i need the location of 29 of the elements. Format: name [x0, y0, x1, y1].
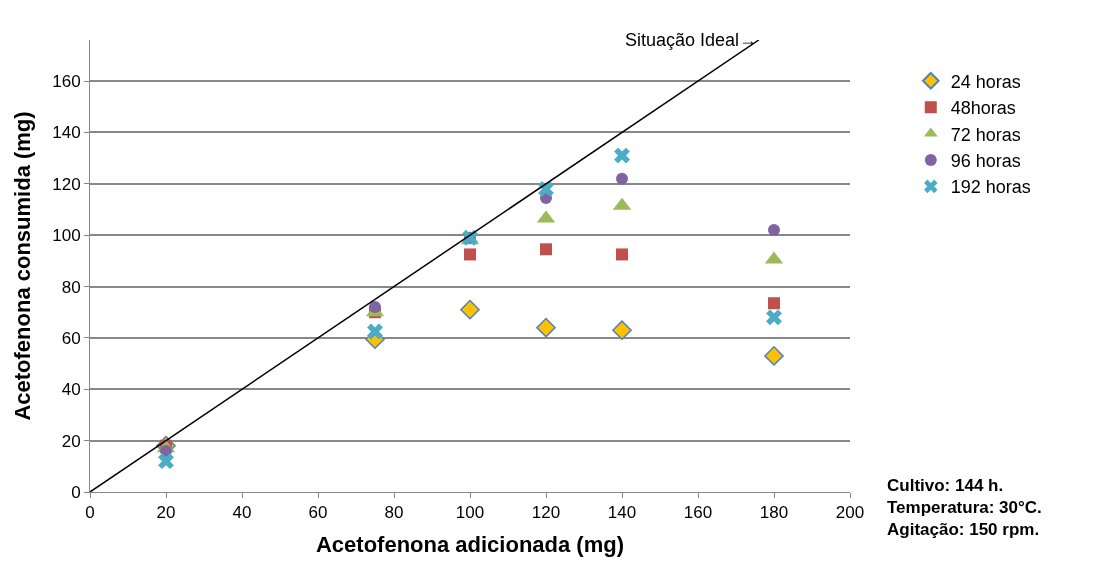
x-tick-label: 40	[232, 503, 252, 523]
legend-label: 48horas	[950, 98, 1016, 119]
y-tick-label: 160	[52, 72, 81, 92]
x-tick-label: 0	[85, 503, 95, 523]
x-tick-label: 100	[455, 503, 485, 523]
x-tick-label: 120	[531, 503, 561, 523]
y-tick-label: 40	[61, 380, 81, 400]
y-tick-label: 120	[52, 174, 81, 194]
x-tick-label: 140	[607, 503, 637, 523]
legend-label: 96 horas	[950, 151, 1021, 172]
y-tick-label: 0	[71, 482, 81, 502]
y-tick-label: 140	[52, 123, 81, 143]
x-tick-label: 60	[308, 503, 328, 523]
text: Cultivo: 144 h. Temperatura: 30°C. Agitação: 150 rpm.	[887, 476, 1042, 540]
y-tick-label: 100	[52, 226, 81, 246]
legend-label: 24 horas	[950, 71, 1021, 92]
x-tick-label: 80	[384, 503, 404, 523]
legend-label: 72 horas	[950, 124, 1021, 145]
x-tick-label: 20	[156, 503, 176, 523]
annotation: Situação Ideal→	[625, 30, 758, 50]
legend-label: 192 horas	[950, 177, 1031, 198]
y-tick-label: 60	[61, 328, 81, 348]
x-axis-title: Acetofenona adicionada (mg)	[315, 532, 625, 558]
x-tick-label: 200	[835, 503, 865, 523]
y-tick-label: 20	[61, 431, 81, 451]
x-tick-label: 180	[759, 503, 789, 523]
y-tick-label: 80	[61, 277, 81, 297]
x-tick-label: 160	[683, 503, 713, 523]
y-axis-title: Acetofenona consumida (mg)	[10, 111, 36, 421]
